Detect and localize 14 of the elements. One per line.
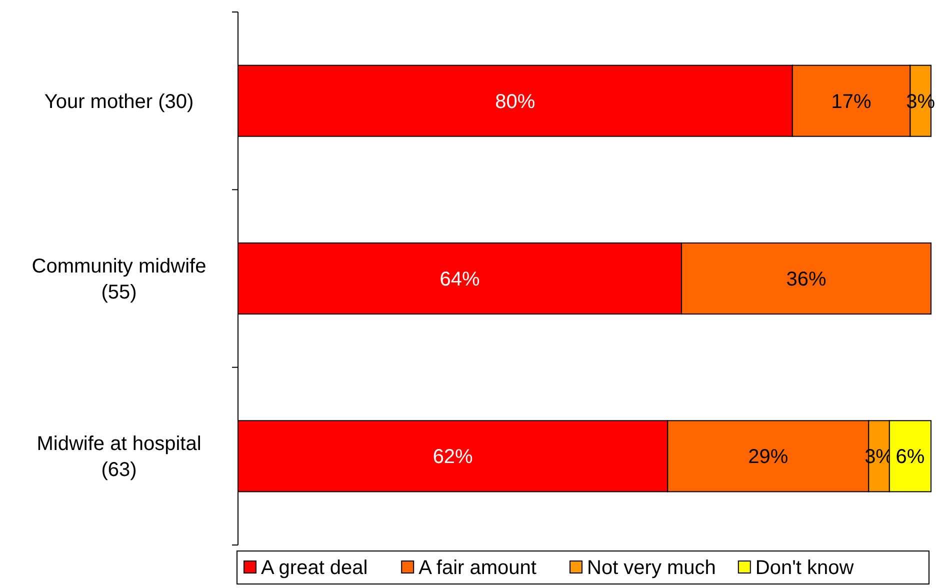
legend-label: A fair amount — [418, 557, 537, 579]
data-label: 17% — [831, 90, 872, 113]
data-label: 36% — [786, 268, 826, 290]
legend-label: Not very much — [587, 557, 716, 579]
data-label: 62% — [432, 446, 474, 468]
data-label: 64% — [440, 268, 480, 290]
legend-label: A great deal — [261, 557, 368, 579]
y-tick-label: Midwife at hospital (63) — [36, 433, 202, 482]
data-label: 6% — [896, 446, 925, 468]
data-label: 29% — [748, 446, 788, 468]
y-tick-label: Your mother (30) — [44, 90, 194, 113]
y-tick-label: Community midwife (55) — [32, 256, 206, 304]
legend-label: Don't know — [755, 557, 854, 579]
data-label: 80% — [495, 90, 536, 113]
